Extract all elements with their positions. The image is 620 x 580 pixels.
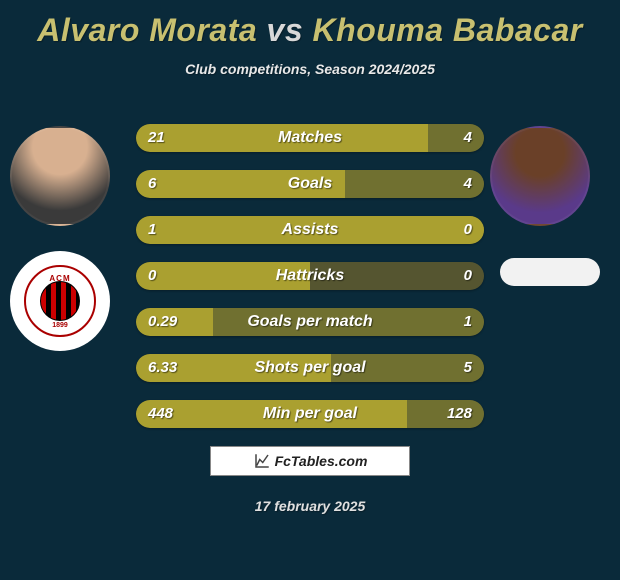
stat-row: Goals per match0.29 1 (136, 308, 484, 336)
title-player2: Khouma Babacar (313, 12, 583, 48)
stats-bars: Matches214Goals64Assists10Hattricks00Goa… (136, 124, 484, 446)
stat-label: Min per goal (136, 400, 484, 428)
stat-label: Shots per goal (136, 354, 484, 382)
stat-label: Goals (136, 170, 484, 198)
source-attribution: FcTables.com (210, 446, 410, 476)
chart-icon (253, 452, 271, 470)
stat-value-left: 0.29 (148, 308, 177, 336)
stat-value-right: 1 (464, 308, 472, 336)
date-label: 17 february 2025 (0, 498, 620, 514)
stat-value-right: 0 (464, 262, 472, 290)
stat-row: Hattricks0 0 (136, 262, 484, 290)
player2-avatar (490, 126, 590, 226)
stat-label: Assists (136, 216, 484, 244)
comparison-title: Alvaro Morata vs Khouma Babacar (0, 0, 620, 49)
stat-row: Assists1 0 (136, 216, 484, 244)
stat-row: Min per goal448 128 (136, 400, 484, 428)
stat-value-left: 1 (148, 216, 156, 244)
player1-club-badge (10, 251, 110, 351)
stat-label: Goals per match (136, 308, 484, 336)
title-vs: vs (267, 12, 304, 48)
source-name: FcTables.com (275, 453, 368, 469)
stat-value-right: 4 (464, 170, 472, 198)
stat-value-right: 0 (464, 216, 472, 244)
stat-value-right: 128 (447, 400, 472, 428)
acmilan-badge-icon (24, 265, 96, 337)
stat-value-left: 0 (148, 262, 156, 290)
stat-value-left: 448 (148, 400, 173, 428)
stat-label: Hattricks (136, 262, 484, 290)
title-player1: Alvaro Morata (37, 12, 257, 48)
stat-value-left: 6.33 (148, 354, 177, 382)
stat-label: Matches (136, 124, 484, 152)
player1-avatar (10, 126, 110, 226)
stat-value-left: 6 (148, 170, 156, 198)
stat-value-right: 4 (464, 124, 472, 152)
stat-value-right: 5 (464, 354, 472, 382)
stat-value-left: 21 (148, 124, 165, 152)
player2-club-badge (500, 258, 600, 286)
stat-row: Matches21 4 (136, 124, 484, 152)
stat-row: Goals6 4 (136, 170, 484, 198)
stat-row: Shots per goal6.33 5 (136, 354, 484, 382)
subtitle: Club competitions, Season 2024/2025 (0, 61, 620, 77)
